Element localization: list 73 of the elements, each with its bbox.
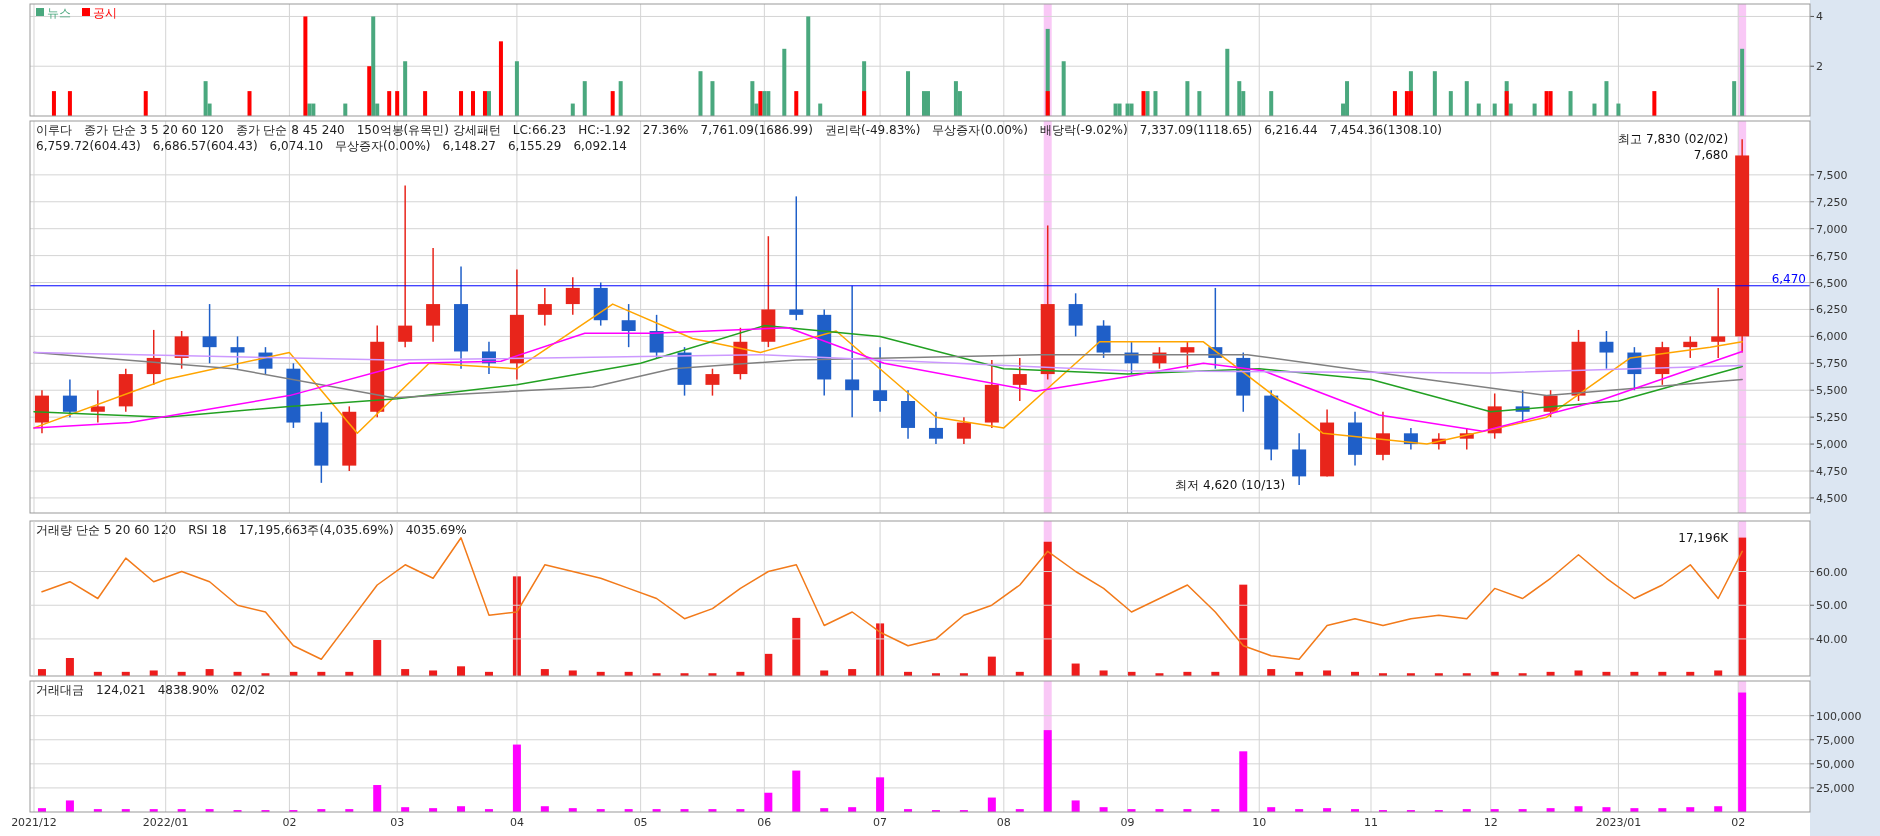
y-tick-label: 5,750 (1816, 357, 1848, 371)
y-tick-label: 7,250 (1816, 195, 1848, 209)
annotation: 6,686.57(604.43) (152, 139, 258, 153)
annotation: 최고 7,830 (02/02) (1618, 132, 1729, 147)
annotation: 이루다 (36, 123, 72, 137)
annotation: 6,092.14 (573, 139, 627, 153)
annotation: 무상증자(0.00%) (335, 139, 431, 153)
annotation: 17,195,663주(4,035.69%) (238, 523, 394, 537)
annotation: 권리락(-49.83%) (824, 123, 921, 137)
y-tick-label: 6,500 (1816, 276, 1848, 290)
y-tick-label: 4,500 (1816, 491, 1848, 505)
annotation: 거래량 단순 5 20 60 120 (36, 523, 177, 537)
annotation: 02/02 (230, 683, 266, 697)
annotation: 7,454.36(1308.10) (1329, 123, 1443, 137)
legend-label: 뉴스 (47, 6, 71, 20)
annotation: 6,148.27 (442, 139, 496, 153)
x-tick-label: 07 (873, 816, 888, 829)
x-tick-label: 02 (282, 816, 297, 829)
x-tick-label: 05 (633, 816, 648, 829)
y-tick-label: 4,750 (1816, 465, 1848, 478)
annotation: 124,021 (96, 683, 146, 697)
x-tick-label: 06 (757, 816, 772, 829)
x-tick-label: 2022/01 (142, 816, 189, 829)
x-tick-label: 11 (1363, 816, 1378, 829)
annotation: 6,074.10 (269, 139, 324, 153)
y-tick-label: 40.00 (1816, 632, 1848, 646)
y-tick-label: 6,750 (1816, 249, 1848, 263)
x-tick-label: 04 (509, 816, 524, 829)
annotation: 최저 4,620 (10/13) (1175, 478, 1286, 492)
x-tick-label: 08 (996, 816, 1011, 829)
x-tick-label: 09 (1120, 816, 1135, 829)
x-tick-label: 03 (390, 816, 405, 829)
annotation: HC:-1.92 (578, 123, 631, 137)
legend-label: 공시 (93, 6, 117, 20)
annotation: 배당락(-9.02%) (1039, 123, 1128, 137)
annotation: RSI 18 (188, 523, 227, 537)
annotation: 17,196K (1678, 530, 1730, 545)
y-tick-label: 50,000 (1816, 757, 1855, 771)
y-tick-label: 6,000 (1816, 330, 1848, 344)
annotation: 4838.90% (157, 683, 219, 697)
y-tick-label: 5,500 (1816, 384, 1848, 398)
annotation: 거래대금 (36, 683, 84, 697)
x-tick-label: 12 (1483, 816, 1498, 829)
y-tick-label: 100,000 (1816, 709, 1862, 723)
y-tick-label: 7,000 (1816, 222, 1848, 236)
annotation: 무상증자(0.00%) (932, 123, 1028, 137)
y-tick-label: 75,000 (1816, 733, 1855, 747)
annotation: 6,759.72(604.43) (36, 139, 141, 153)
y-tick-label: 4 (1816, 10, 1823, 24)
x-tick-label: 02 (1731, 816, 1746, 829)
annotation: 7,337.09(1118.65) (1139, 123, 1253, 137)
y-tick-label: 2 (1816, 60, 1823, 74)
annotation: 7,761.09(1686.99) (700, 123, 813, 137)
y-tick-label: 5,250 (1816, 411, 1848, 425)
x-tick-label: 2021/12 (11, 816, 57, 829)
annotation: 6,216.44 (1264, 123, 1318, 137)
y-tick-label: 7,500 (1816, 168, 1848, 182)
x-tick-label: 2023/01 (1595, 816, 1642, 829)
ref-line-label: 6,470 (1771, 271, 1806, 286)
annotation: 6,155.29 (507, 139, 562, 153)
y-tick-label: 25,000 (1816, 781, 1855, 795)
annotation: 27.36% (642, 123, 689, 137)
x-tick-label: 10 (1252, 816, 1267, 829)
y-tick-label: 5,000 (1816, 438, 1848, 452)
y-tick-label: 50.00 (1816, 599, 1848, 613)
annotation: 4035.69% (405, 523, 467, 537)
annotation: 150억봉(유목민) 강세패턴 (356, 123, 501, 137)
annotation: 7,680 (1693, 148, 1729, 163)
annotation: 종가 단순 3 5 20 60 120 (84, 123, 224, 137)
annotation: LC:66.23 (512, 123, 567, 137)
y-tick-label: 6,250 (1816, 303, 1848, 317)
annotation: 종가 단순 8 45 240 (235, 123, 345, 137)
y-tick-label: 60.00 (1816, 565, 1848, 579)
